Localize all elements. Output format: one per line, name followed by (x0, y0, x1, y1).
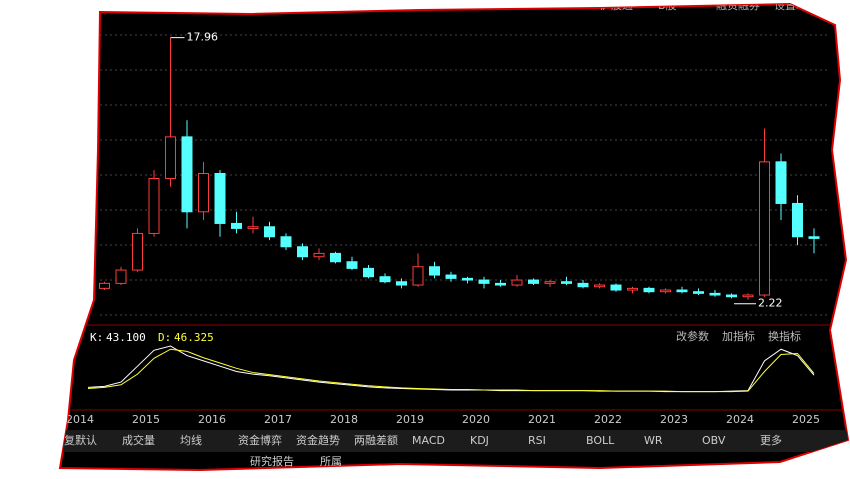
bottom-tab[interactable]: 成交量 (122, 433, 155, 447)
candle-body (148, 177, 160, 234)
panel-bg (58, 2, 850, 472)
candle-body (660, 289, 671, 293)
x-tick-label: 2015 (132, 413, 160, 426)
tab-bar (60, 430, 848, 452)
candle-body (379, 276, 391, 283)
min-label: 2.22 (758, 297, 783, 310)
candle-body (264, 226, 275, 238)
candle-body (231, 222, 242, 229)
x-tick-label: 2022 (594, 413, 622, 426)
candle-body (462, 277, 473, 281)
candle-body (82, 287, 94, 291)
legend-name: D: (158, 331, 171, 344)
x-tick-label: 2016 (198, 413, 226, 426)
candle-body (478, 279, 490, 284)
candle-body (808, 236, 820, 239)
x-tick-label: 2014 (66, 413, 94, 426)
x-tick-label: 2020 (462, 413, 490, 426)
x-tick-label: 2018 (330, 413, 358, 426)
candle-body (297, 246, 308, 258)
candle-body (792, 202, 803, 238)
candle-body (775, 161, 787, 204)
bottom-row-tab[interactable]: 研究报告 (250, 454, 294, 468)
x-tick-label: 2025 (792, 413, 820, 426)
candle-body (528, 279, 539, 284)
bottom-tab[interactable]: 两融差额 (354, 433, 398, 447)
candle-body (412, 266, 424, 286)
candle-body (198, 172, 209, 213)
x-tick-label: 2019 (396, 413, 424, 426)
candle-body (99, 282, 110, 289)
bottom-row-tab[interactable]: 所属 (320, 455, 342, 468)
candle-body (610, 284, 622, 291)
x-tick-label: 2017 (264, 413, 292, 426)
indicator-button[interactable]: 换指标 (768, 329, 801, 343)
indicator-button[interactable]: 加指标 (722, 329, 755, 343)
bottom-tab[interactable]: 资金博弈 (238, 433, 282, 447)
top-tab[interactable]: 融资融券 (716, 0, 760, 12)
candle-body (396, 281, 407, 286)
bottom-tab[interactable]: OBV (702, 434, 726, 447)
bottom-tab[interactable]: 更多 (760, 433, 782, 447)
candle-body (115, 269, 127, 284)
x-tick-label: 2023 (660, 413, 688, 426)
candle-body (759, 161, 770, 296)
bottom-tab[interactable]: 均线 (180, 433, 202, 447)
candle-body (693, 291, 704, 294)
candle-body (676, 289, 688, 293)
indicator-line (87, 348, 815, 393)
candle-body (577, 282, 589, 288)
bottom-tab[interactable]: MACD (412, 434, 445, 447)
bottom-tab[interactable]: 复默认 (64, 433, 97, 447)
legend-value: 43.100 (106, 331, 146, 344)
candle-body (214, 172, 226, 224)
candle-body (132, 232, 143, 271)
legend-name: K: (90, 331, 103, 344)
bottom-tab[interactable]: 资金趋势 (296, 433, 340, 447)
indicator-button[interactable]: 改参数 (676, 329, 709, 343)
x-tick-label: 2021 (528, 413, 556, 426)
candle-body (643, 287, 655, 293)
candle-body (429, 266, 440, 276)
candle-body (247, 226, 259, 229)
top-tab[interactable]: 沪股通 (600, 0, 633, 12)
legend-value: 46.325 (174, 331, 214, 344)
candle-body (511, 279, 523, 286)
candle-body (165, 136, 176, 179)
top-tab[interactable]: B股 (658, 0, 677, 12)
bottom-tab[interactable]: RSI (528, 434, 546, 447)
candle-body (445, 274, 457, 279)
bottom-tab[interactable]: WR (644, 434, 663, 447)
candle-body (742, 294, 754, 298)
candle-body (280, 236, 292, 248)
top-tab[interactable]: 设置均线 (774, 0, 818, 12)
candle-body (313, 252, 325, 258)
candle-body (726, 294, 737, 298)
candle-body (363, 267, 374, 278)
candle-body (594, 284, 605, 288)
max-label: 17.96 (187, 31, 219, 44)
candle-body (346, 261, 358, 269)
content: 沪股通 B股 融资融券 设置均线 2014 2015 2016 2017 2018 2019 202… (60, 0, 848, 468)
candle-body (544, 281, 556, 284)
candle-body (627, 287, 638, 291)
candle-body (181, 136, 193, 213)
candle-body (561, 281, 572, 284)
candle-body (495, 282, 506, 286)
candle-body (709, 292, 721, 296)
candle-body (330, 252, 341, 263)
x-tick-label: 2024 (726, 413, 754, 426)
bottom-tab[interactable]: KDJ (470, 434, 489, 447)
bottom-tab[interactable]: BOLL (586, 434, 615, 447)
